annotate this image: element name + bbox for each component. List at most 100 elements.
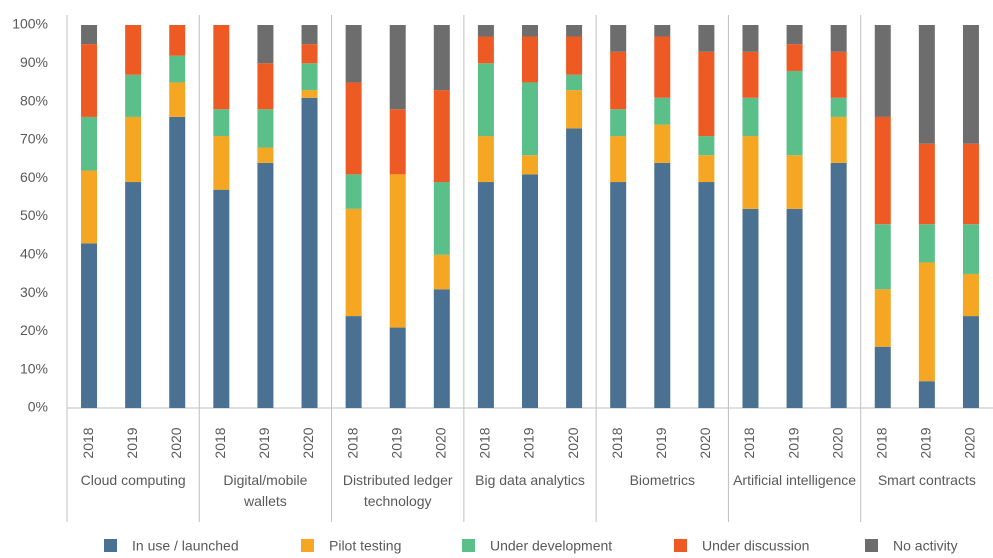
bar-segment bbox=[566, 36, 583, 75]
bar-segment bbox=[654, 162, 671, 408]
y-tick-label: 10% bbox=[20, 360, 48, 376]
group-label: Artificial intelligence bbox=[733, 472, 857, 488]
bar-segment bbox=[522, 155, 538, 175]
bar-segment bbox=[213, 25, 230, 110]
bar-segment bbox=[742, 97, 759, 137]
bar-segment bbox=[169, 55, 186, 83]
bar-segment bbox=[698, 25, 715, 52]
y-tick-label: 70% bbox=[20, 131, 48, 147]
x-tick-label: 2018 bbox=[741, 427, 757, 458]
y-tick-label: 80% bbox=[20, 92, 48, 108]
bar-segment bbox=[786, 155, 803, 209]
bar-segment bbox=[213, 189, 230, 408]
bar-segment bbox=[698, 182, 715, 408]
x-tick-label: 2020 bbox=[433, 427, 449, 458]
bar-segment bbox=[522, 25, 538, 37]
bar-segment bbox=[610, 51, 627, 110]
x-tick-label: 2019 bbox=[256, 427, 272, 458]
x-tick-label: 2018 bbox=[212, 427, 228, 458]
bar-segment bbox=[125, 25, 142, 75]
x-tick-label: 2020 bbox=[829, 427, 845, 458]
bar-segment bbox=[301, 63, 318, 91]
bar-segment bbox=[698, 155, 715, 183]
bar-segment bbox=[389, 25, 406, 110]
group-label: Cloud computing bbox=[80, 472, 186, 488]
bar-segment bbox=[786, 44, 803, 71]
x-tick-label: 2019 bbox=[785, 427, 801, 458]
bar-segment bbox=[125, 182, 142, 408]
bar-segment bbox=[81, 116, 98, 171]
bar-segment bbox=[654, 97, 671, 125]
bar-segment bbox=[874, 116, 891, 225]
bar-segment bbox=[477, 25, 494, 37]
bar-segment bbox=[389, 109, 406, 175]
bar-segment bbox=[566, 25, 583, 37]
legend-label: In use / launched bbox=[132, 538, 239, 554]
bar-segment bbox=[169, 82, 186, 117]
bar-segment bbox=[433, 182, 450, 255]
bar-segment bbox=[962, 25, 979, 144]
bar-segment bbox=[125, 74, 142, 117]
legend-label: Pilot testing bbox=[329, 538, 401, 554]
bar-segment bbox=[874, 224, 891, 290]
legend-swatch bbox=[674, 539, 687, 552]
x-tick-label: 2020 bbox=[168, 427, 184, 458]
bar-segment bbox=[81, 170, 98, 244]
bar-segment bbox=[213, 109, 230, 137]
x-tick-label: 2019 bbox=[388, 427, 404, 458]
bar-segment bbox=[566, 128, 583, 408]
bar-segment bbox=[345, 208, 362, 317]
bar-segment bbox=[522, 174, 538, 408]
x-tick-label: 2018 bbox=[80, 427, 96, 458]
bar-segment bbox=[742, 208, 759, 408]
bar-segment bbox=[962, 224, 979, 274]
bar-segment bbox=[257, 162, 274, 408]
bar-segment bbox=[742, 51, 759, 98]
bar-segment bbox=[169, 116, 186, 409]
x-tick-label: 2018 bbox=[477, 427, 493, 458]
bar-segment bbox=[389, 174, 406, 328]
bar-segment bbox=[477, 36, 494, 64]
y-tick-label: 40% bbox=[20, 246, 48, 262]
bar-segment bbox=[169, 25, 186, 56]
y-tick-label: 90% bbox=[20, 54, 48, 70]
bar-segment bbox=[830, 25, 847, 52]
bar-segment bbox=[830, 51, 847, 98]
legend-label: Under development bbox=[490, 538, 612, 554]
y-tick-label: 20% bbox=[20, 322, 48, 338]
bar-segment bbox=[81, 44, 98, 117]
bar-segment bbox=[257, 63, 274, 110]
bar-segment bbox=[433, 254, 450, 290]
bar-segment bbox=[962, 273, 979, 317]
y-tick-label: 0% bbox=[28, 399, 48, 415]
bar-segment bbox=[962, 316, 979, 408]
bar-segment bbox=[962, 143, 979, 225]
bar-segment bbox=[830, 116, 847, 163]
bar-segment bbox=[654, 36, 671, 98]
bar-segment bbox=[654, 124, 671, 163]
group-label: Digital/mobile wallets bbox=[223, 472, 308, 509]
bar-segment bbox=[918, 262, 935, 382]
legend-swatch bbox=[462, 539, 475, 552]
y-tick-label: 100% bbox=[12, 16, 48, 32]
group-label: Big data analytics bbox=[475, 472, 585, 488]
bar-segment bbox=[786, 25, 803, 45]
bar-segment bbox=[698, 136, 715, 156]
bar-segment bbox=[610, 182, 627, 408]
bar-segment bbox=[566, 90, 583, 129]
bar-segment bbox=[477, 63, 494, 137]
bar-segment bbox=[610, 109, 627, 137]
bar-segment bbox=[301, 44, 318, 64]
x-tick-label: 2020 bbox=[697, 427, 713, 458]
bar-segment bbox=[81, 25, 98, 45]
bar-segment bbox=[786, 208, 803, 408]
bar-segment bbox=[389, 327, 406, 408]
bar-segment bbox=[301, 25, 318, 45]
group-label: Smart contracts bbox=[877, 472, 976, 488]
legend-label: Under discussion bbox=[702, 538, 809, 554]
bar-segment bbox=[345, 25, 362, 83]
legend-swatch bbox=[104, 539, 117, 552]
bar-segment bbox=[81, 243, 98, 408]
bar-segment bbox=[654, 25, 671, 37]
